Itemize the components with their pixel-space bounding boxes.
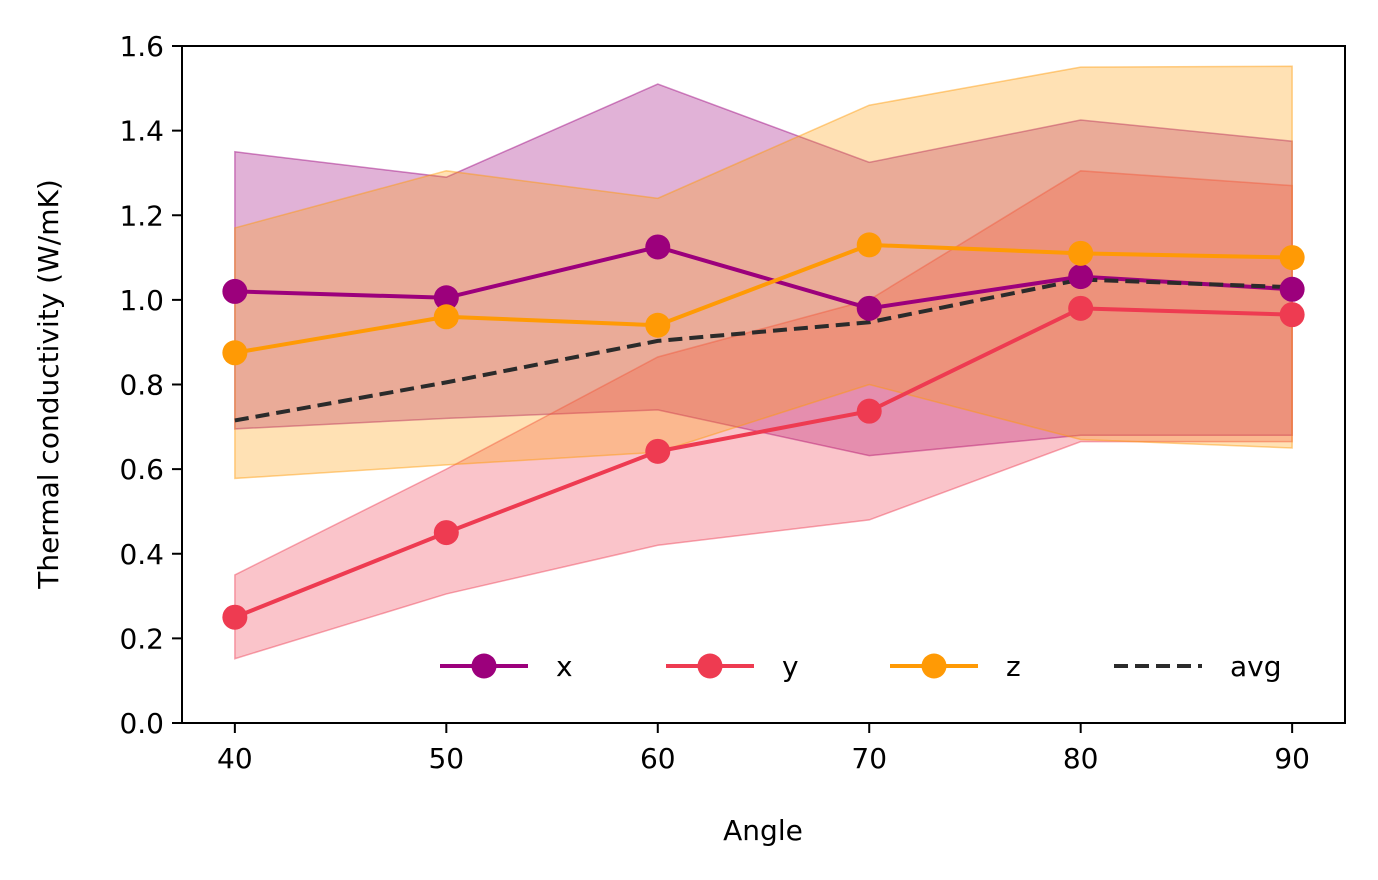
y-tick-label: 1.6 [119,30,164,63]
line-z [234,242,1293,355]
point-y-50 [433,520,459,546]
line-y [234,306,1293,620]
point-x-40 [222,278,248,304]
legend-marker-z [921,653,947,679]
point-z-60 [645,312,671,338]
y-axis-ticks: 0.0 0.2 0.4 0.6 0.8 1.0 1.2 1.4 1.6 [119,30,182,740]
x-tick-label: 50 [428,742,464,775]
point-y-90 [1279,302,1305,328]
x-tick-label: 60 [640,742,676,775]
y-tick-label: 0.4 [119,538,164,571]
legend-marker-y [697,653,723,679]
y-tick-label: 1.4 [119,115,164,148]
x-axis-label: Angle [723,814,803,847]
legend: x y z avg [440,650,1282,683]
point-y-60 [645,438,671,464]
point-x-70 [856,295,882,321]
legend-marker-x [471,653,497,679]
band-x [234,83,1293,457]
point-x-90 [1279,276,1305,302]
point-x-50 [433,285,459,311]
point-x-80 [1068,264,1094,290]
point-z-70 [856,232,882,258]
x-axis-ticks: 40 50 60 70 80 90 [217,723,1310,775]
line-avg [234,277,1293,423]
y-tick-label: 0.0 [119,707,164,740]
point-y-80 [1068,295,1094,321]
x-tick-label: 70 [851,742,887,775]
legend-label-z: z [1006,650,1021,683]
band-z [234,65,1293,480]
x-tick-label: 90 [1274,742,1310,775]
legend-label-x: x [556,650,573,683]
y-axis-label: Thermal conductivity (W/mK) [32,179,65,590]
y-tick-label: 0.2 [119,622,164,655]
point-y-40 [222,604,248,630]
point-x-60 [645,234,671,260]
y-tick-label: 1.2 [119,199,164,232]
y-tick-label: 1.0 [119,284,164,317]
x-tick-label: 40 [217,742,253,775]
series-markers [222,232,1305,630]
band-y [234,170,1293,660]
point-y-70 [856,398,882,424]
y-tick-label: 0.6 [119,453,164,486]
y-tick-label: 0.8 [119,369,164,402]
point-z-50 [433,304,459,330]
series-lines [234,242,1293,620]
x-tick-label: 80 [1063,742,1099,775]
line-x [234,244,1293,311]
legend-label-y: y [782,650,799,683]
error-bands [234,65,1293,660]
point-z-90 [1279,245,1305,271]
point-z-40 [222,340,248,366]
legend-label-avg: avg [1230,650,1282,683]
point-z-80 [1068,240,1094,266]
